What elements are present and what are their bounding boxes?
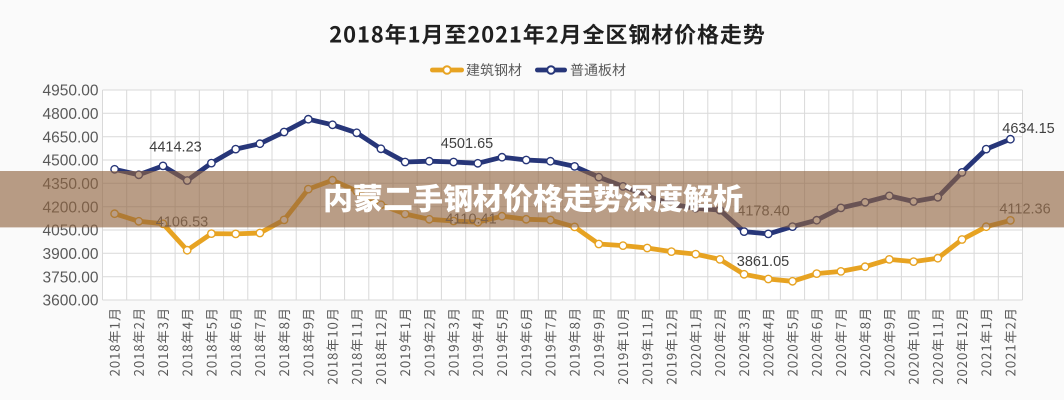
svg-text:4634.15: 4634.15	[1002, 121, 1054, 137]
svg-text:3600.00: 3600.00	[42, 293, 98, 310]
svg-text:4501.65: 4501.65	[441, 136, 493, 152]
svg-text:4414.23: 4414.23	[149, 139, 201, 155]
svg-text:3861.05: 3861.05	[737, 254, 789, 270]
svg-text:4950.00: 4950.00	[42, 83, 98, 100]
svg-text:3900.00: 3900.00	[42, 246, 98, 263]
svg-text:4500.00: 4500.00	[42, 153, 98, 170]
svg-text:4650.00: 4650.00	[42, 129, 98, 146]
svg-text:4800.00: 4800.00	[42, 106, 98, 123]
svg-text:3750.00: 3750.00	[42, 269, 98, 286]
